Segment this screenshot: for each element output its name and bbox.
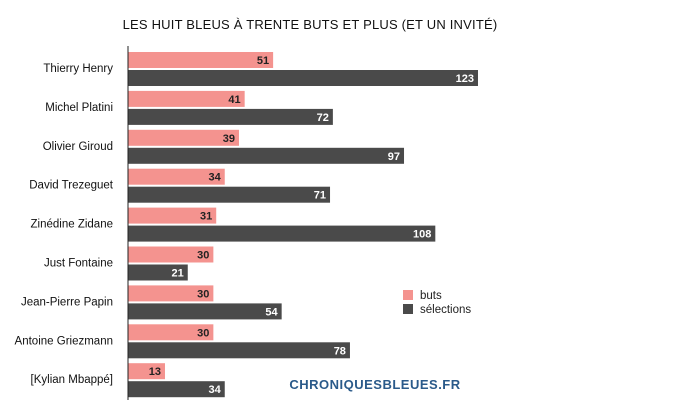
chart-title: LES HUIT BLEUS À TRENTE BUTS ET PLUS (ET… [123,17,498,32]
bar-buts [128,52,274,68]
category-label: Olivier Giroud [43,141,113,153]
category-label: [Kylian Mbappé] [31,374,113,386]
category-label: Thierry Henry [43,63,113,75]
value-label-buts: 31 [200,211,212,223]
bar-selections [128,225,436,242]
bar-buts [128,129,239,146]
bar-selections [128,342,350,359]
bars-layer: Thierry Henry 51 123 Michel Platini 41 72 Oliv… [15,52,478,398]
value-label-buts: 30 [197,327,209,339]
value-label-buts: 30 [197,288,209,300]
bar-selections [128,264,188,281]
value-label-selections: 34 [208,384,221,396]
value-label-selections: 108 [413,229,431,241]
category-label: Just Fontaine [44,258,113,270]
value-label-selections: 21 [172,268,184,280]
value-label-buts: 51 [257,55,269,67]
bar-buts [128,324,214,341]
value-label-buts: 34 [208,172,221,184]
brand-watermark: CHRONIQUESBLEUES.FR [289,377,460,392]
value-label-buts: 30 [197,250,209,262]
category-label: David Trezeguet [29,180,114,192]
value-label-selections: 123 [456,73,474,85]
bar-selections [128,108,333,125]
category-label: Antoine Griezmann [15,335,113,347]
category-label: Zinédine Zidane [31,219,113,231]
legend-swatch-selections [403,304,413,314]
bar-selections [128,186,331,203]
bar-selections [128,147,405,164]
bar-selections [128,70,478,86]
legend: buts sélections [403,290,471,316]
legend-label-buts: buts [420,290,442,302]
value-label-selections: 78 [334,345,346,357]
legend-label-selections: sélections [420,304,471,316]
bar-buts [128,90,245,107]
bar-selections [128,381,225,398]
bar-buts [128,285,214,302]
value-label-selections: 97 [388,151,400,163]
value-label-buts: 41 [228,94,240,106]
category-label: Michel Platini [45,102,113,114]
bar-buts [128,168,225,185]
bar-buts [128,246,214,263]
value-label-buts: 39 [223,133,235,145]
value-label-selections: 54 [265,306,278,318]
value-label-selections: 71 [314,190,326,202]
bar-selections [128,303,282,320]
value-label-buts: 13 [149,366,161,378]
legend-swatch-buts [403,290,413,300]
bar-buts [128,207,217,224]
category-label: Jean-Pierre Papin [21,296,113,308]
value-label-selections: 72 [317,112,329,124]
bar-buts [128,363,165,380]
